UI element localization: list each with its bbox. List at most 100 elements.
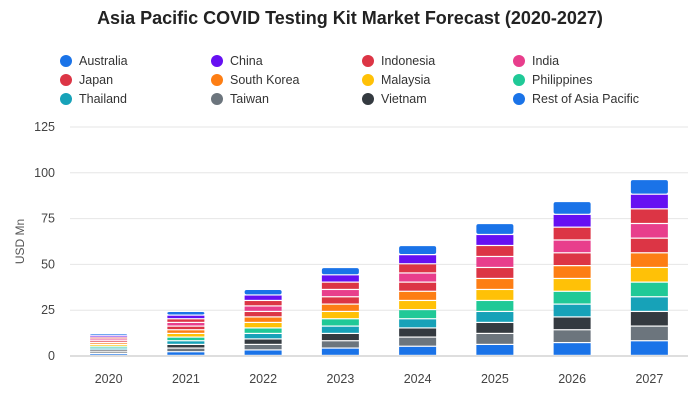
legend-item[interactable]: India — [513, 52, 559, 70]
bar-segment — [321, 348, 359, 355]
legend-item[interactable]: Australia — [60, 52, 128, 70]
legend-item[interactable]: Indonesia — [362, 52, 435, 70]
y-tick-label: 100 — [34, 166, 55, 180]
y-tick-label: 25 — [41, 303, 55, 317]
legend-swatch — [513, 55, 525, 67]
bar-segment — [244, 328, 282, 333]
bar-segment — [90, 354, 128, 355]
legend-label: Malaysia — [381, 73, 431, 87]
bar-segment — [476, 345, 514, 355]
bar-segment — [321, 275, 359, 282]
bar-segment — [476, 279, 514, 289]
bar-segment — [167, 341, 205, 344]
bar-segment — [90, 339, 128, 341]
legend-item[interactable]: China — [211, 52, 263, 70]
legend-item[interactable]: Taiwan — [211, 90, 269, 108]
bar-segment — [630, 282, 668, 297]
bar-segment — [399, 328, 437, 337]
legend-item[interactable]: Japan — [60, 71, 113, 89]
legend-label: Taiwan — [230, 92, 269, 106]
bar-segment — [476, 334, 514, 344]
bar-segment — [630, 268, 668, 282]
bar-segment — [476, 301, 514, 311]
legend-swatch — [60, 55, 72, 67]
bar-segment — [321, 268, 359, 275]
bar-segment — [553, 214, 591, 227]
bar-segment — [167, 315, 205, 319]
bar-segment — [553, 317, 591, 330]
bar-segment — [167, 330, 205, 333]
bar-segment — [321, 334, 359, 341]
x-tick-label: 2027 — [635, 372, 663, 386]
bar-segment — [553, 279, 591, 291]
legend-item[interactable]: Rest of Asia Pacific — [513, 90, 639, 108]
bar-segment — [630, 238, 668, 253]
legend-swatch — [211, 55, 223, 67]
legend-swatch — [362, 93, 374, 105]
bar-segment — [553, 304, 591, 317]
bar-segment — [321, 326, 359, 333]
legend-item[interactable]: Malaysia — [362, 71, 430, 89]
bar-segment — [399, 346, 437, 355]
bar-segment — [90, 350, 128, 352]
x-tick-label: 2020 — [95, 372, 123, 386]
legend-swatch — [211, 93, 223, 105]
bar-segment — [321, 319, 359, 326]
bar-segment — [167, 352, 205, 355]
bar-segment — [244, 323, 282, 328]
bar-segment — [167, 323, 205, 326]
bar-segment — [90, 345, 128, 346]
bar-segment — [399, 273, 437, 282]
bar-segment — [476, 224, 514, 234]
bar-segment — [321, 341, 359, 348]
bar-segment — [399, 301, 437, 309]
bar-segment — [244, 345, 282, 350]
bar-segment — [321, 297, 359, 304]
bar-segment — [399, 337, 437, 346]
legend-item[interactable]: Philippines — [513, 71, 592, 89]
bar-segment — [476, 290, 514, 300]
legend-swatch — [211, 74, 223, 86]
x-tick-label: 2024 — [404, 372, 432, 386]
legend-swatch — [513, 74, 525, 86]
bar-segment — [630, 194, 668, 209]
legend-swatch — [60, 74, 72, 86]
bar-segment — [630, 253, 668, 267]
legend-item[interactable]: Thailand — [60, 90, 127, 108]
bar-segment — [167, 348, 205, 352]
bar-segment — [476, 323, 514, 333]
bar-segment — [321, 312, 359, 319]
bar-segment — [167, 326, 205, 330]
y-tick-label: 50 — [41, 257, 55, 271]
bar-segment — [244, 295, 282, 300]
bar-segment — [167, 334, 205, 337]
legend-label: Australia — [79, 54, 128, 68]
bar-segment — [90, 343, 128, 344]
bar-segment — [90, 352, 128, 353]
bar-segment — [167, 312, 205, 315]
bar-segment — [167, 337, 205, 341]
legend-swatch — [60, 93, 72, 105]
y-tick-label: 125 — [34, 120, 55, 134]
legend-label: India — [532, 54, 560, 68]
legend-label: Thailand — [79, 92, 127, 106]
legend-label: Indonesia — [381, 54, 436, 68]
bar-segment — [553, 202, 591, 214]
bar-segment — [90, 346, 128, 348]
bar-segment — [630, 297, 668, 311]
bar-segment — [553, 266, 591, 278]
bar-segment — [321, 290, 359, 297]
legend-item[interactable]: South Korea — [211, 71, 300, 89]
legend-item[interactable]: Vietnam — [362, 90, 427, 108]
bar-segment — [244, 334, 282, 339]
legend-label: Rest of Asia Pacific — [532, 92, 639, 106]
y-tick-label: 0 — [48, 349, 55, 363]
bar-segment — [553, 240, 591, 253]
bar-segment — [630, 312, 668, 326]
legend-label: Philippines — [532, 73, 593, 87]
legend-swatch — [362, 55, 374, 67]
legend-label: South Korea — [230, 73, 300, 87]
bar-segment — [476, 235, 514, 245]
bar-segment — [244, 312, 282, 317]
x-tick-label: 2023 — [326, 372, 354, 386]
